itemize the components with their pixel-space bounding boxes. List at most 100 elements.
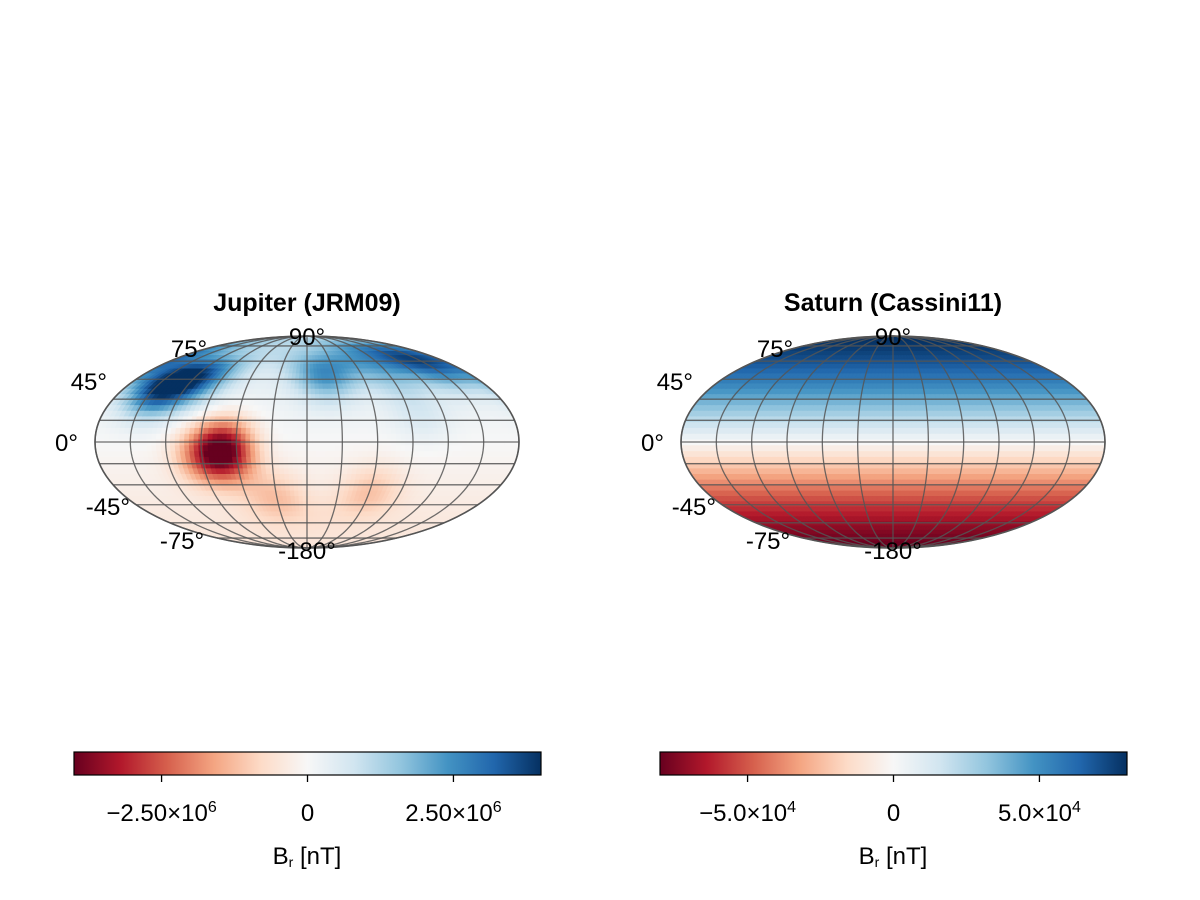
heatmap-cell [264, 427, 271, 434]
heatmap-cell [391, 432, 397, 440]
colorbar-ticks: −2.50×106 0 2.50×106 [106, 775, 502, 827]
heatmap-cell [315, 478, 321, 486]
heatmap-cell [298, 489, 304, 497]
heatmap-cell [297, 478, 304, 486]
heatmap-cell [297, 473, 303, 480]
heatmap-cell [273, 427, 280, 434]
heatmap-cell [315, 456, 322, 463]
heatmap-cell [362, 444, 369, 452]
heatmap-cell [245, 444, 252, 452]
heatmap-cell [179, 444, 186, 452]
heatmap-cell [311, 427, 317, 434]
heatmap-cell [386, 432, 393, 440]
heatmap-cell [259, 444, 266, 452]
heatmap-cell [395, 444, 402, 452]
heatmap-cell [301, 427, 308, 434]
colorbar-tick-label: 0 [301, 800, 314, 827]
heatmap-cell [297, 432, 303, 440]
heatmap-cell [293, 489, 300, 497]
colorbar-tick-label: −2.50×106 [106, 799, 216, 827]
heatmap-cell [353, 444, 360, 452]
latitude-tick-label: -45° [86, 494, 130, 521]
heatmap-cell [320, 450, 327, 457]
heatmap-cell [245, 427, 252, 434]
heatmap-cell [306, 404, 312, 411]
heatmap-cell [329, 456, 336, 463]
heatmap-cell [259, 432, 266, 440]
heatmap-cell [325, 427, 331, 434]
heatmap-cell [170, 444, 176, 452]
heatmap-cell [278, 456, 285, 463]
heatmap-cell [264, 421, 271, 428]
heatmap-cell [297, 484, 304, 491]
heatmap-cell [320, 409, 326, 417]
heatmap-cell [428, 444, 435, 452]
heatmap-cell [283, 450, 289, 457]
heatmap-cell [391, 444, 397, 452]
heatmap-cell [264, 450, 271, 457]
heatmap-cell [438, 432, 444, 440]
heatmap-cell [283, 432, 289, 440]
heatmap-cell [217, 432, 223, 440]
heatmap-cell [264, 444, 270, 452]
heatmap-cell [329, 421, 336, 428]
heatmap-cell [320, 444, 327, 452]
heatmap-cell [301, 456, 308, 463]
heatmap-cell [283, 421, 289, 428]
heatmap-cell [320, 432, 327, 440]
panel-jupiter: Jupiter (JRM09) 90°75°45°0°-45°-75° -180°… [55, 289, 542, 870]
heatmap-cell [278, 421, 285, 428]
heatmap-cell [259, 421, 266, 428]
heatmap-cell [306, 421, 313, 428]
heatmap-cell [302, 404, 308, 411]
heatmap-cell [250, 444, 256, 452]
heatmap-cell [283, 467, 290, 475]
heatmap-cell [259, 427, 266, 434]
heatmap-cell [254, 444, 261, 452]
heatmap-cell [319, 404, 326, 411]
heatmap-cell [362, 427, 369, 434]
heatmap-cell [202, 444, 209, 452]
heatmap-cell [362, 432, 369, 440]
heatmap-cell [284, 473, 290, 480]
heatmap-cell [324, 409, 331, 417]
heatmap-cell [315, 427, 322, 434]
heatmap-cell [311, 473, 317, 480]
heatmap-cell [283, 456, 289, 463]
heatmap-cell [310, 478, 317, 486]
heatmap-cell [311, 404, 317, 411]
heatmap-cell [310, 489, 316, 497]
heatmap-cell [343, 456, 350, 463]
heatmap-cell [315, 450, 322, 457]
heatmap-cell [344, 432, 350, 440]
heatmap-cell [315, 398, 321, 406]
heatmap-cell [297, 409, 303, 417]
heatmap-cell [348, 444, 355, 452]
heatmap-cell [405, 444, 412, 452]
heatmap-cell [292, 409, 299, 417]
heatmap-cell [433, 432, 440, 440]
heatmap-cell [353, 432, 360, 440]
heatmap-cell [306, 456, 313, 463]
heatmap-cell [400, 444, 407, 452]
heatmap-cell [319, 473, 326, 480]
heatmap-cell [298, 495, 304, 502]
map-title: Saturn (Cassini11) [784, 289, 1002, 317]
heatmap-cell [283, 427, 289, 434]
heatmap-cell [184, 444, 191, 452]
heatmap-cell [297, 467, 303, 475]
heatmap-cell [278, 427, 285, 434]
heatmap-cell [344, 444, 350, 452]
heatmap-cell [240, 432, 247, 440]
heatmap-cell [259, 456, 266, 463]
heatmap-cell [293, 398, 299, 406]
heatmap-cell [324, 467, 331, 475]
heatmap-cell [320, 467, 326, 475]
heatmap-cell [289, 393, 295, 400]
heatmap-cell [259, 450, 266, 457]
heatmap-cell [325, 456, 331, 463]
heatmap-cell [311, 450, 317, 457]
heatmap-cell [306, 467, 312, 475]
heatmap-cell [279, 467, 285, 475]
heatmap-cell [188, 432, 195, 440]
